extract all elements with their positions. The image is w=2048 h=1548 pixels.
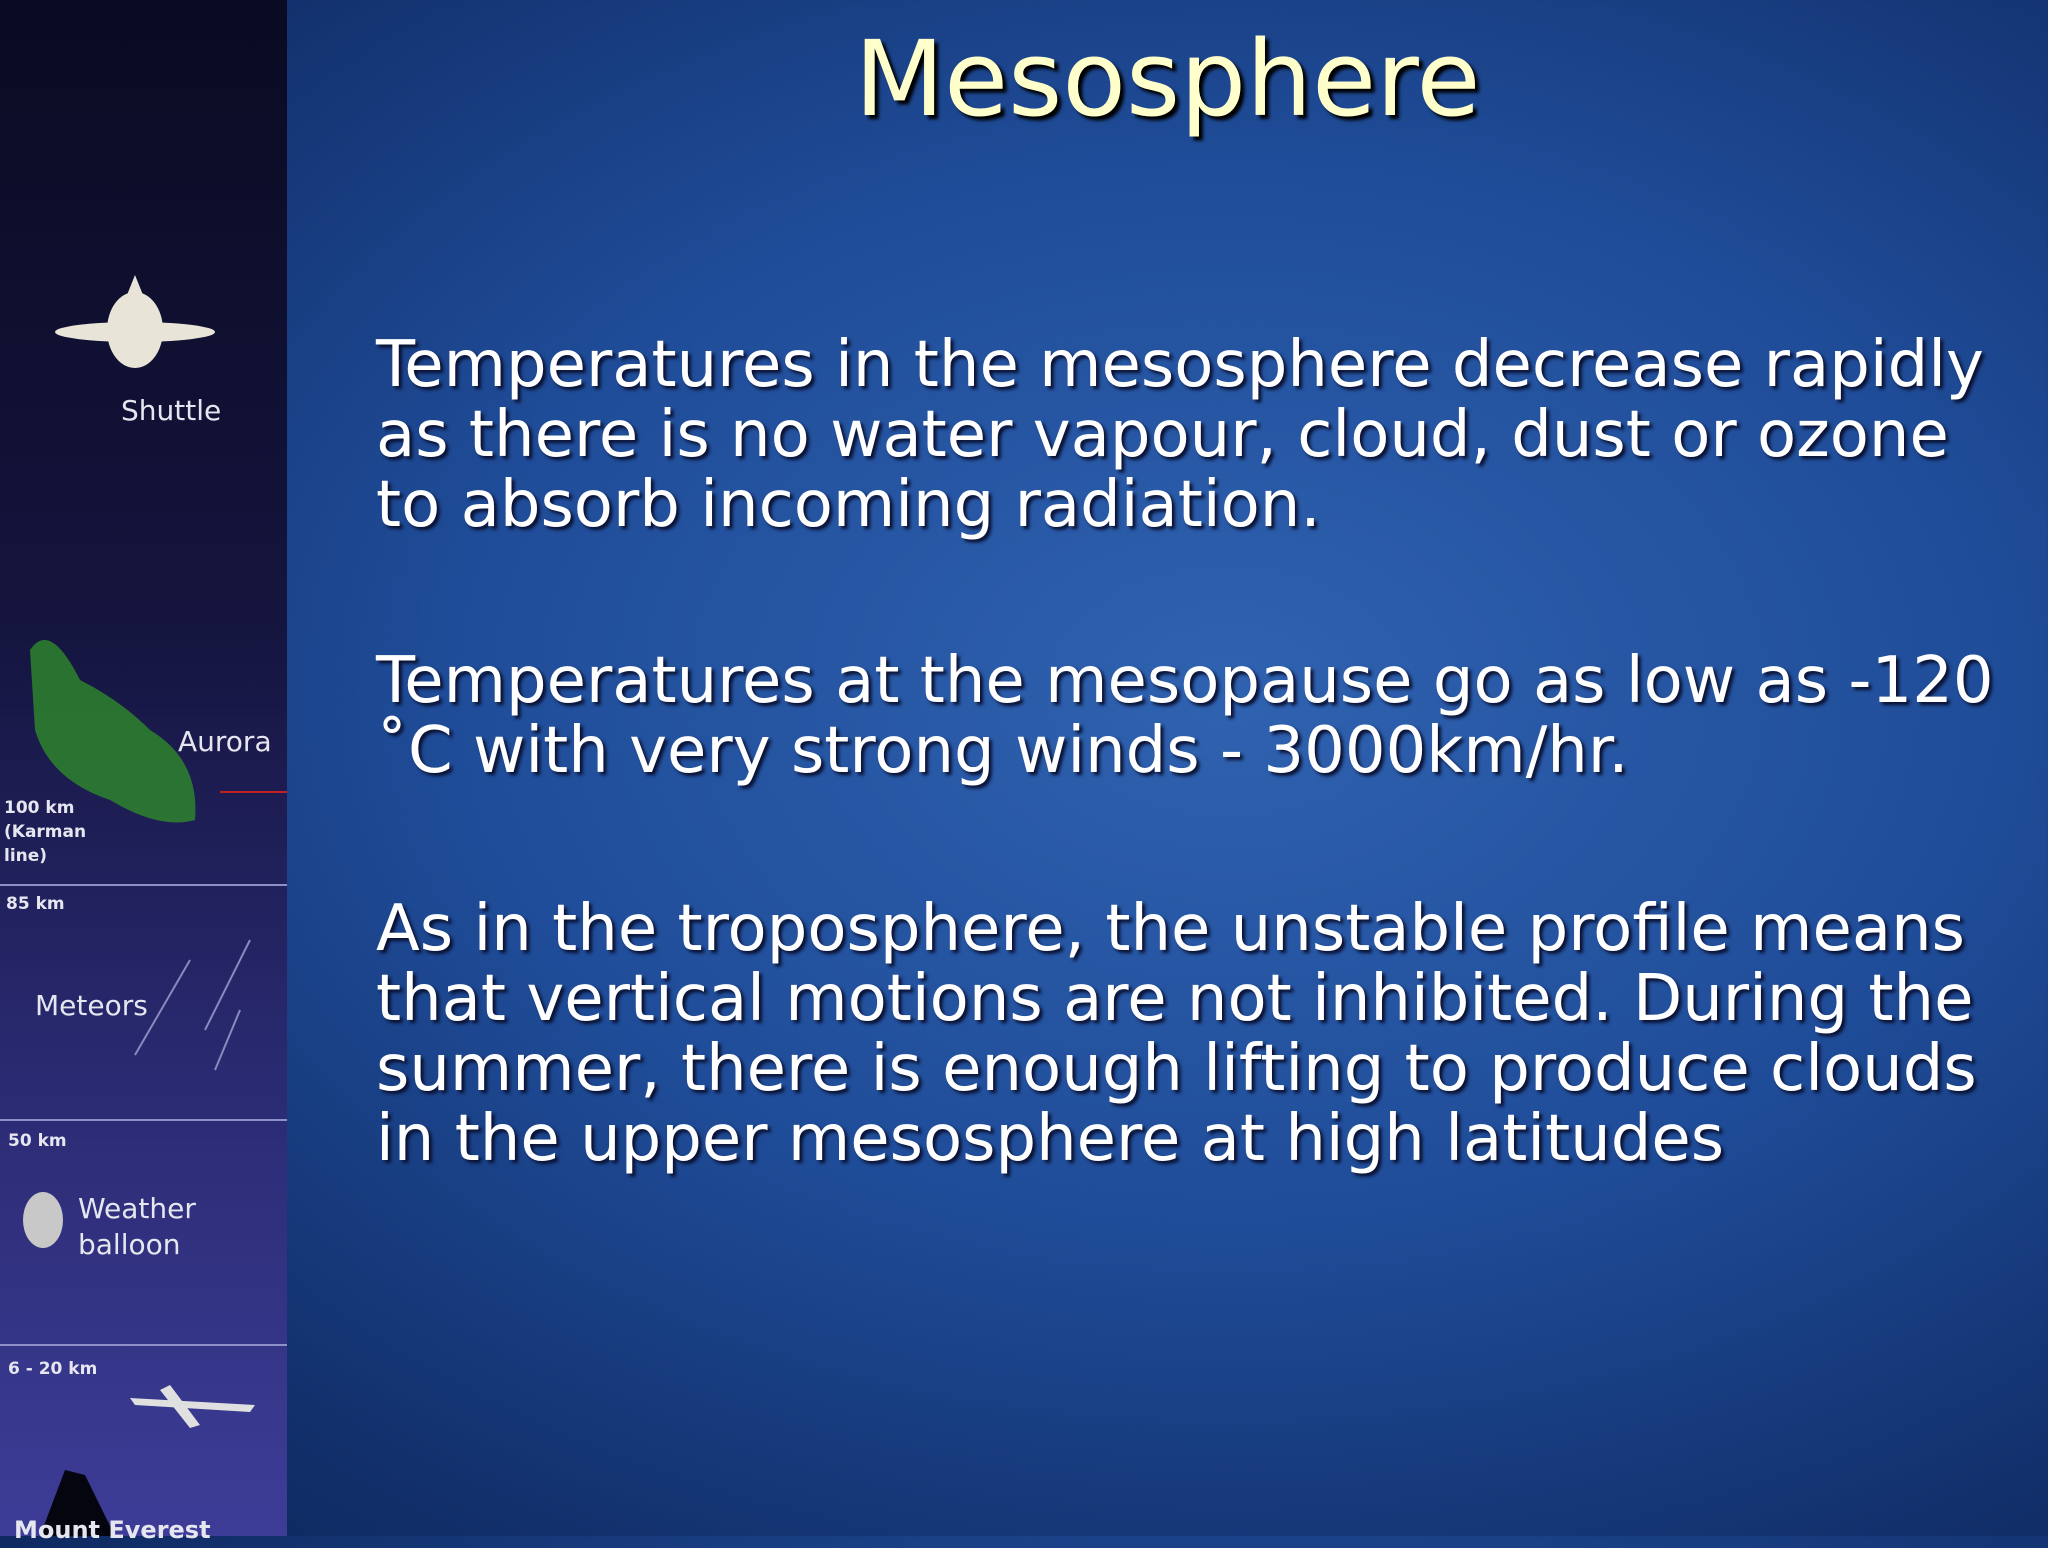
paragraph: Temperatures in the mesosphere decrease … (376, 328, 1984, 542)
meteor-streaks (134, 939, 251, 1071)
sidebar-art (0, 275, 287, 1536)
shuttle-icon (55, 275, 215, 368)
everest-icon (40, 1470, 115, 1536)
plane-icon (130, 1385, 255, 1428)
altitude-label: 6 - 20 km (8, 1359, 98, 1379)
altitude-label: 50 km (8, 1131, 67, 1151)
sidebar-label: Aurora (178, 725, 272, 758)
altitude-label: 100 km (4, 798, 75, 818)
sidebar-label: Weather (78, 1192, 196, 1225)
sidebar-label: balloon (78, 1228, 181, 1261)
balloon-icon (23, 1192, 63, 1248)
altitude-label: 85 km (6, 894, 65, 914)
paragraph: As in the troposphere, the unstable prof… (376, 892, 1977, 1176)
atmosphere-sidebar: Shuttle Aurora 100 km (Karman line) 85 k… (0, 0, 287, 1544)
altitude-label: (Karman (4, 822, 87, 842)
slide-title: Mesosphere (854, 18, 1481, 140)
paragraph: Temperatures at the mesopause go as low … (376, 644, 1994, 788)
aurora-shape (30, 640, 196, 823)
sidebar-label: Shuttle (121, 394, 222, 427)
sidebar-label: Mount Everest (14, 1516, 211, 1544)
sidebar-label: Meteors (35, 989, 148, 1022)
altitude-label: line) (4, 846, 48, 866)
